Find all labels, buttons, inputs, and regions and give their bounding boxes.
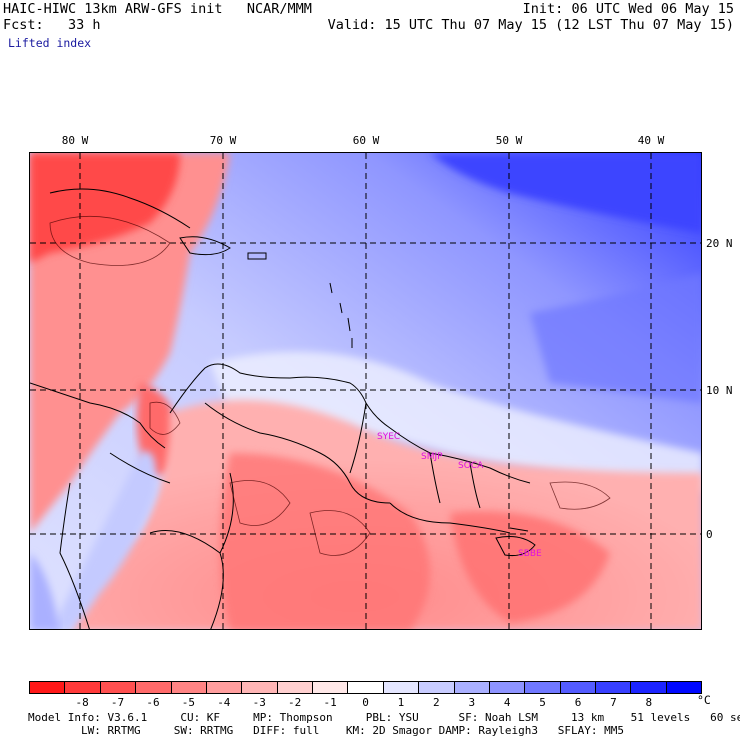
valid-time: Valid: 15 UTC Thu 07 May 15 (12 LST Thu … — [327, 17, 734, 33]
station-label-soca: SOCA — [458, 461, 484, 471]
color-tick-label: 3 — [468, 696, 476, 709]
stable-airmass-ne — [430, 153, 701, 233]
color-tick-label: -5 — [181, 696, 196, 709]
color-swatch-16 — [596, 682, 632, 693]
lon-label-80w: 80 W — [61, 134, 89, 147]
color-tick-label: -3 — [252, 696, 266, 709]
color-scale-ticks: -8 -7 -6 -5 -4 -3 -2 -1 0 1 2 3 4 5 6 7 8 — [29, 696, 702, 709]
lon-label-40w: 40 W — [637, 134, 665, 147]
color-swatch-10 — [383, 682, 420, 693]
color-swatch-14 — [525, 682, 561, 693]
coastlines — [30, 188, 536, 629]
color-swatch-2 — [100, 682, 137, 693]
color-tick-label: 8 — [645, 696, 653, 709]
station-label-syec: SYEC — [377, 432, 401, 442]
init-time: Init: 06 UTC Wed 06 May 15 — [522, 1, 734, 17]
station-label-sbbe: SBBE — [518, 549, 542, 559]
color-tick-label: 1 — [397, 696, 405, 709]
color-tick-label: 0 — [362, 696, 369, 709]
lat-label-0: 0 — [706, 528, 713, 541]
color-tick-label: -7 — [110, 696, 125, 709]
color-tick-label: 2 — [433, 696, 440, 709]
color-swatch-4 — [171, 682, 207, 693]
color-tick-label: -4 — [217, 696, 231, 709]
graticule — [30, 153, 701, 629]
color-swatch-1 — [65, 682, 101, 693]
color-swatch-15 — [560, 682, 596, 693]
color-swatch-3 — [136, 682, 172, 693]
lat-label-10n: 10 N — [706, 384, 733, 397]
color-tick-label: -1 — [323, 696, 337, 709]
color-tick-label: -6 — [146, 696, 160, 709]
lon-label-50w: 50 W — [495, 134, 523, 147]
color-tick-label: 5 — [539, 696, 546, 709]
forecast-hour: Fcst: 33 h — [3, 17, 101, 33]
color-scale-bar — [29, 681, 702, 694]
lat-label-20n: 20 N — [706, 237, 733, 250]
color-swatch-13 — [489, 682, 526, 693]
color-tick-label: -8 — [75, 696, 89, 709]
color-swatch-5 — [206, 682, 243, 693]
color-tick-label: 7 — [610, 696, 617, 709]
unit-label: °C — [697, 693, 711, 707]
map-canvas — [30, 153, 701, 629]
field-name: Lifted index — [8, 36, 92, 50]
station-label-smjp: SMJP — [421, 452, 443, 462]
color-swatch-9 — [348, 682, 384, 693]
model-title: HAIC-HIWC 13km ARW-GFS init NCAR/MMM — [3, 1, 312, 17]
model-info-line1: Model Info: V3.6.1 CU: KF MP: Thompson P… — [28, 711, 740, 724]
color-swatch-17 — [631, 682, 667, 693]
color-tick-label: 6 — [574, 696, 582, 709]
color-swatch-8 — [313, 682, 349, 693]
color-swatch-11 — [419, 682, 455, 693]
lon-label-70w: 70 W — [209, 134, 237, 147]
color-swatch-6 — [242, 682, 278, 693]
color-tick-label: 4 — [503, 696, 511, 709]
color-swatch-0 — [30, 682, 66, 693]
color-swatch-12 — [454, 682, 490, 693]
color-tick-label: -2 — [288, 696, 302, 709]
lifted-index-map — [29, 152, 702, 630]
model-info-line2: LW: RRTMG SW: RRTMG DIFF: full KM: 2D Sm… — [28, 724, 625, 737]
lon-label-60w: 60 W — [352, 134, 380, 147]
color-swatch-18 — [666, 682, 702, 693]
color-swatch-7 — [277, 682, 313, 693]
